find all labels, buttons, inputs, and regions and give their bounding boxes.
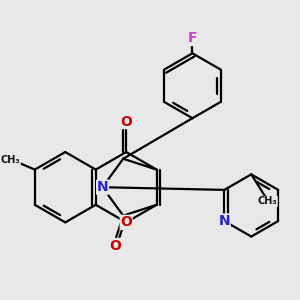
Text: O: O [120,115,132,129]
Text: N: N [218,214,230,228]
Text: O: O [120,215,132,230]
Text: O: O [109,238,121,253]
Text: N: N [97,180,108,194]
Text: CH₃: CH₃ [258,196,277,206]
Text: F: F [188,32,197,45]
Text: CH₃: CH₃ [1,155,20,165]
